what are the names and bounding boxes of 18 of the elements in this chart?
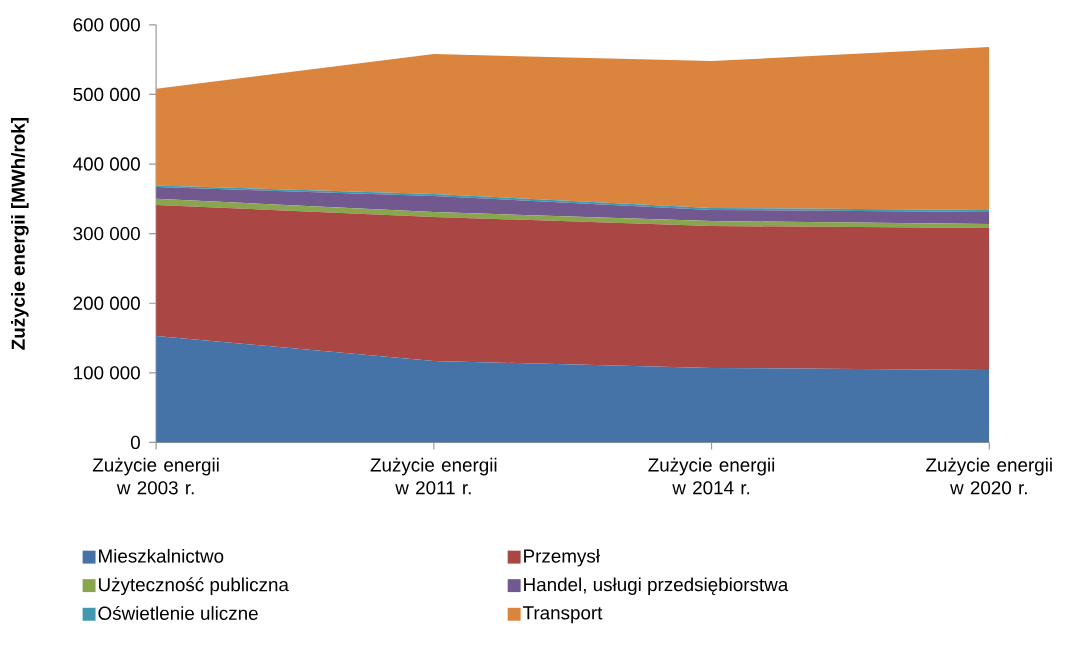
y-tick-label: 300 000 xyxy=(73,226,140,241)
y-tick-label: 200 000 xyxy=(73,296,140,310)
legend-label: Przemysł xyxy=(524,548,600,567)
x-tick-label: Zużycie energii w 2011 r. xyxy=(370,457,497,495)
y-tick-label: 600 000 xyxy=(73,18,140,32)
legend-label: Handel, usługi przedsiębiorstwa xyxy=(524,577,789,595)
x-tick-label: Zużycie energii w 2003 r. xyxy=(92,457,219,495)
y-tick-label: 100 000 xyxy=(74,366,140,380)
y-tick-label: 400 000 xyxy=(73,157,140,171)
legend-label: Transport xyxy=(523,606,603,624)
y-tick-label: 0 xyxy=(130,435,140,449)
x-tick-label: Zużycie energii w 2020 r. xyxy=(926,457,1052,495)
legend-label: Użyteczność publiczna xyxy=(98,577,289,595)
y-tick-label: 500 000 xyxy=(73,87,140,101)
x-tick-label: Zużycie energii w 2014 r. xyxy=(648,457,775,495)
legend-label: Oświetlenie uliczne xyxy=(98,605,258,620)
y-axis-title: Zużycie energii [MWh/rok] xyxy=(11,117,29,350)
legend-label: Mieszkalnictwo xyxy=(99,548,224,563)
